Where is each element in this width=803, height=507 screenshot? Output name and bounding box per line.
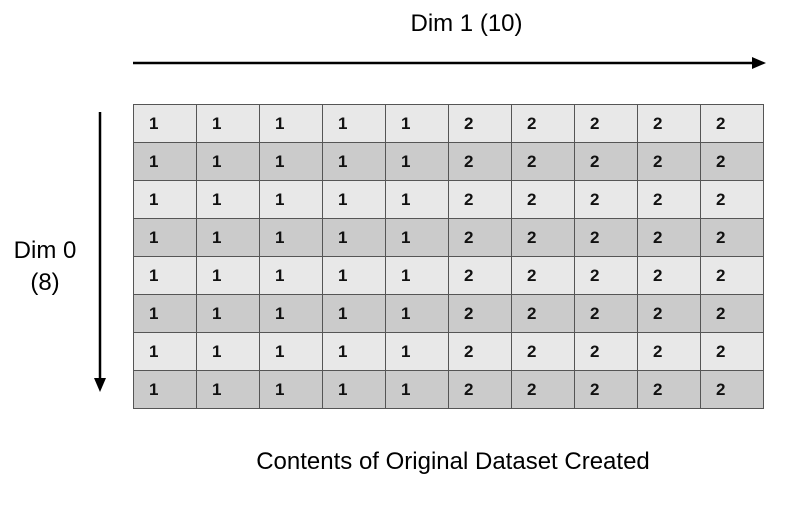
grid-cell: 1 — [196, 370, 260, 409]
dim1-label: Dim 1 (10) — [0, 10, 803, 38]
grid-cell: 1 — [322, 104, 386, 143]
grid-cell: 1 — [259, 104, 323, 143]
grid-cell: 1 — [385, 370, 449, 409]
grid-cell: 1 — [133, 256, 197, 295]
grid-cell: 2 — [511, 104, 575, 143]
grid-cell: 2 — [511, 142, 575, 181]
grid-cell: 2 — [448, 332, 512, 371]
grid-cell: 2 — [574, 142, 638, 181]
grid-cell: 2 — [700, 180, 764, 219]
dim0-label-line1: Dim 0 — [13, 237, 77, 264]
grid-cell: 2 — [511, 218, 575, 257]
caption: Contents of Original Dataset Created — [256, 448, 650, 475]
grid-cell: 2 — [448, 104, 512, 143]
grid-cell: 1 — [133, 294, 197, 333]
grid-cell: 1 — [322, 332, 386, 371]
grid-cell: 1 — [322, 256, 386, 295]
grid-cell: 1 — [322, 370, 386, 409]
grid-cell: 2 — [637, 294, 701, 333]
grid-cell: 2 — [637, 332, 701, 371]
grid-cell: 2 — [700, 370, 764, 409]
grid-cell: 2 — [448, 218, 512, 257]
grid-cell: 2 — [448, 142, 512, 181]
grid-cell: 1 — [196, 180, 260, 219]
grid-cell: 2 — [511, 256, 575, 295]
grid-cell: 1 — [133, 332, 197, 371]
grid-cell: 2 — [574, 218, 638, 257]
grid-cell: 1 — [133, 104, 197, 143]
grid-cell: 1 — [196, 142, 260, 181]
grid-cell: 2 — [700, 256, 764, 295]
grid-cell: 1 — [259, 180, 323, 219]
grid-cell: 1 — [385, 104, 449, 143]
dim0-label: Dim 0 (8) — [10, 235, 80, 299]
grid-cell: 1 — [196, 294, 260, 333]
grid-cell: 1 — [322, 142, 386, 181]
grid-cell: 2 — [511, 332, 575, 371]
grid-cell: 2 — [637, 142, 701, 181]
grid-cell: 2 — [448, 370, 512, 409]
dim0-label-line2: (8) — [30, 269, 60, 296]
grid-cell: 2 — [700, 332, 764, 371]
grid-cell: 1 — [322, 218, 386, 257]
grid-cell: 2 — [700, 104, 764, 143]
grid-cell: 1 — [259, 332, 323, 371]
grid-cell: 1 — [259, 142, 323, 181]
dim1-label-text: Dim 1 (10) — [410, 10, 523, 37]
grid-cell: 1 — [133, 218, 197, 257]
dim0-arrow — [94, 112, 106, 392]
grid-cell: 2 — [700, 142, 764, 181]
grid-cell: 2 — [637, 104, 701, 143]
grid-cell: 1 — [133, 180, 197, 219]
grid-cell: 1 — [385, 180, 449, 219]
grid-cell: 2 — [637, 180, 701, 219]
grid-cell: 2 — [511, 370, 575, 409]
grid-cell: 1 — [259, 218, 323, 257]
grid-cell: 1 — [259, 256, 323, 295]
grid-cell: 1 — [385, 294, 449, 333]
grid-cell: 1 — [196, 332, 260, 371]
grid-cell: 2 — [700, 294, 764, 333]
grid-cell: 1 — [385, 142, 449, 181]
grid-cell: 2 — [574, 294, 638, 333]
grid-cell: 2 — [448, 180, 512, 219]
grid-cell: 1 — [322, 180, 386, 219]
grid-cell: 2 — [448, 294, 512, 333]
grid-cell: 2 — [574, 180, 638, 219]
grid-cell: 1 — [259, 294, 323, 333]
grid-cell: 2 — [574, 332, 638, 371]
grid-cell: 2 — [574, 370, 638, 409]
grid-cell: 1 — [196, 256, 260, 295]
grid-cell: 2 — [574, 104, 638, 143]
grid-cell: 1 — [196, 104, 260, 143]
grid-cell: 2 — [637, 256, 701, 295]
dim1-arrow — [133, 57, 766, 69]
grid-cell: 1 — [196, 218, 260, 257]
grid-cell: 2 — [700, 218, 764, 257]
grid-cell: 2 — [637, 370, 701, 409]
grid-cell: 1 — [385, 218, 449, 257]
grid-cell: 2 — [511, 294, 575, 333]
grid-cell: 2 — [511, 180, 575, 219]
grid-cell: 1 — [322, 294, 386, 333]
grid-cell: 1 — [133, 142, 197, 181]
grid-cell: 1 — [385, 256, 449, 295]
grid-cell: 2 — [574, 256, 638, 295]
grid-cell: 1 — [385, 332, 449, 371]
grid-cell: 2 — [637, 218, 701, 257]
grid-cell: 2 — [448, 256, 512, 295]
grid-cell: 1 — [133, 370, 197, 409]
grid-cell: 1 — [259, 370, 323, 409]
